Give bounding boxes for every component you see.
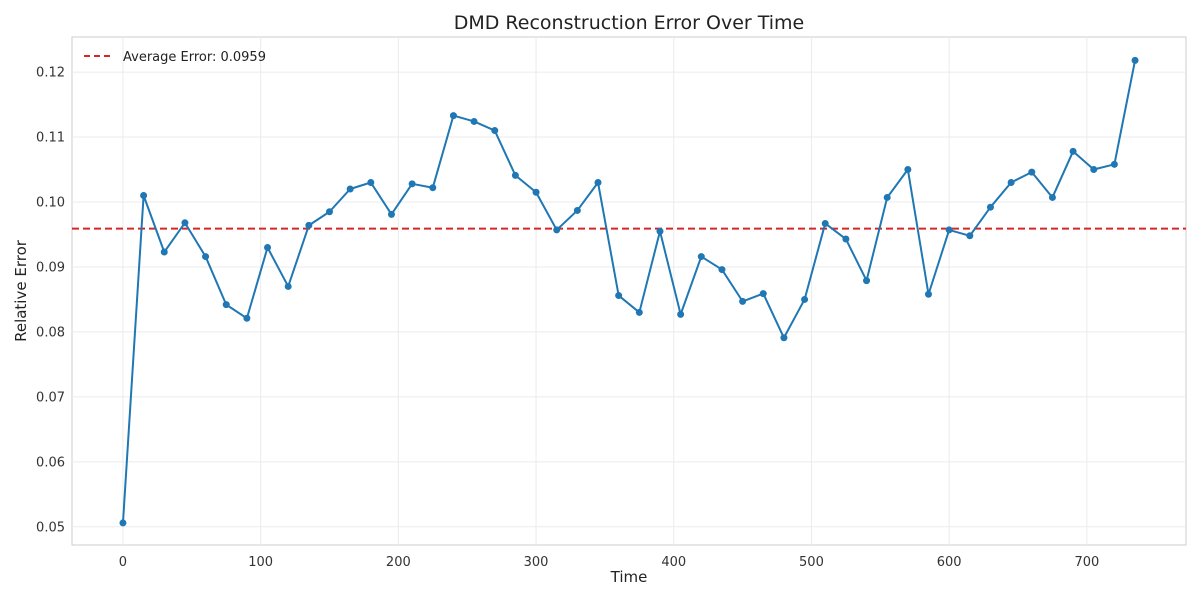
- legend-label: Average Error: 0.0959: [123, 50, 266, 65]
- y-tick-label: 0.06: [36, 455, 65, 470]
- data-point: [140, 192, 148, 200]
- data-point: [449, 112, 457, 120]
- data-point: [408, 180, 416, 188]
- y-tick-label: 0.07: [36, 390, 65, 405]
- data-point: [594, 179, 602, 187]
- data-point: [801, 295, 809, 303]
- data-point: [1028, 168, 1036, 176]
- data-point: [346, 185, 354, 193]
- data-point: [1048, 193, 1056, 201]
- data-point: [1110, 160, 1118, 168]
- data-point: [780, 334, 788, 342]
- data-point: [1090, 166, 1098, 174]
- data-point: [821, 219, 829, 227]
- x-tick-label: 400: [661, 555, 686, 570]
- x-tick-label: 0: [119, 555, 127, 570]
- y-tick-label: 0.08: [36, 325, 65, 340]
- y-tick-label: 0.11: [36, 131, 65, 146]
- x-tick-label: 500: [799, 555, 824, 570]
- data-point: [924, 290, 932, 298]
- y-tick-label: 0.10: [36, 196, 65, 211]
- x-tick-label: 100: [248, 555, 273, 570]
- data-point: [243, 314, 251, 322]
- data-point: [615, 292, 623, 300]
- data-point: [573, 206, 581, 214]
- data-point: [429, 184, 437, 192]
- data-point: [842, 235, 850, 243]
- x-tick-label: 300: [524, 555, 549, 570]
- data-point: [759, 290, 767, 298]
- data-point: [532, 188, 540, 196]
- y-axis-ticks: 0.05 0.06 0.07 0.08 0.09 0.10 0.11 0.12: [36, 66, 65, 536]
- series-group: [119, 56, 1139, 527]
- y-tick-label: 0.05: [36, 520, 65, 535]
- data-point: [470, 117, 478, 125]
- data-point: [491, 127, 499, 135]
- legend: Average Error: 0.0959: [84, 50, 266, 65]
- data-point: [305, 221, 313, 229]
- data-point: [511, 171, 519, 179]
- data-point: [635, 308, 643, 316]
- data-point: [883, 193, 891, 201]
- data-point: [986, 203, 994, 211]
- x-tick-label: 200: [386, 555, 411, 570]
- data-point: [656, 227, 664, 235]
- data-point: [863, 277, 871, 285]
- x-tick-label: 700: [1074, 555, 1099, 570]
- x-axis-title: Time: [610, 568, 648, 586]
- data-point: [697, 253, 705, 261]
- data-point: [367, 179, 375, 187]
- data-point: [1131, 56, 1139, 64]
- data-point: [284, 282, 292, 290]
- data-point: [718, 266, 726, 274]
- grid: [72, 37, 1186, 545]
- data-point: [904, 166, 912, 174]
- series-line: [121, 60, 1137, 523]
- data-point: [387, 210, 395, 218]
- y-axis-title: Relative Error: [12, 239, 30, 342]
- data-point: [202, 253, 210, 261]
- data-point: [326, 208, 334, 216]
- data-point: [945, 226, 953, 234]
- data-point: [222, 301, 230, 309]
- y-tick-label: 0.12: [36, 66, 65, 81]
- data-point: [966, 232, 974, 240]
- y-tick-label: 0.09: [36, 260, 65, 275]
- data-point: [160, 248, 168, 256]
- data-point: [739, 297, 747, 305]
- data-point: [181, 219, 189, 227]
- data-point: [119, 519, 127, 527]
- data-point: [1007, 179, 1015, 187]
- data-point: [553, 226, 561, 234]
- data-point: [1069, 147, 1077, 155]
- chart-title: DMD Reconstruction Error Over Time: [454, 12, 805, 34]
- data-point: [677, 310, 685, 318]
- plot-area: [71, 36, 1187, 546]
- x-axis-ticks: 0 100 200 300 400 500 600 700: [119, 555, 1099, 570]
- x-tick-label: 600: [937, 555, 962, 570]
- data-point: [264, 243, 272, 251]
